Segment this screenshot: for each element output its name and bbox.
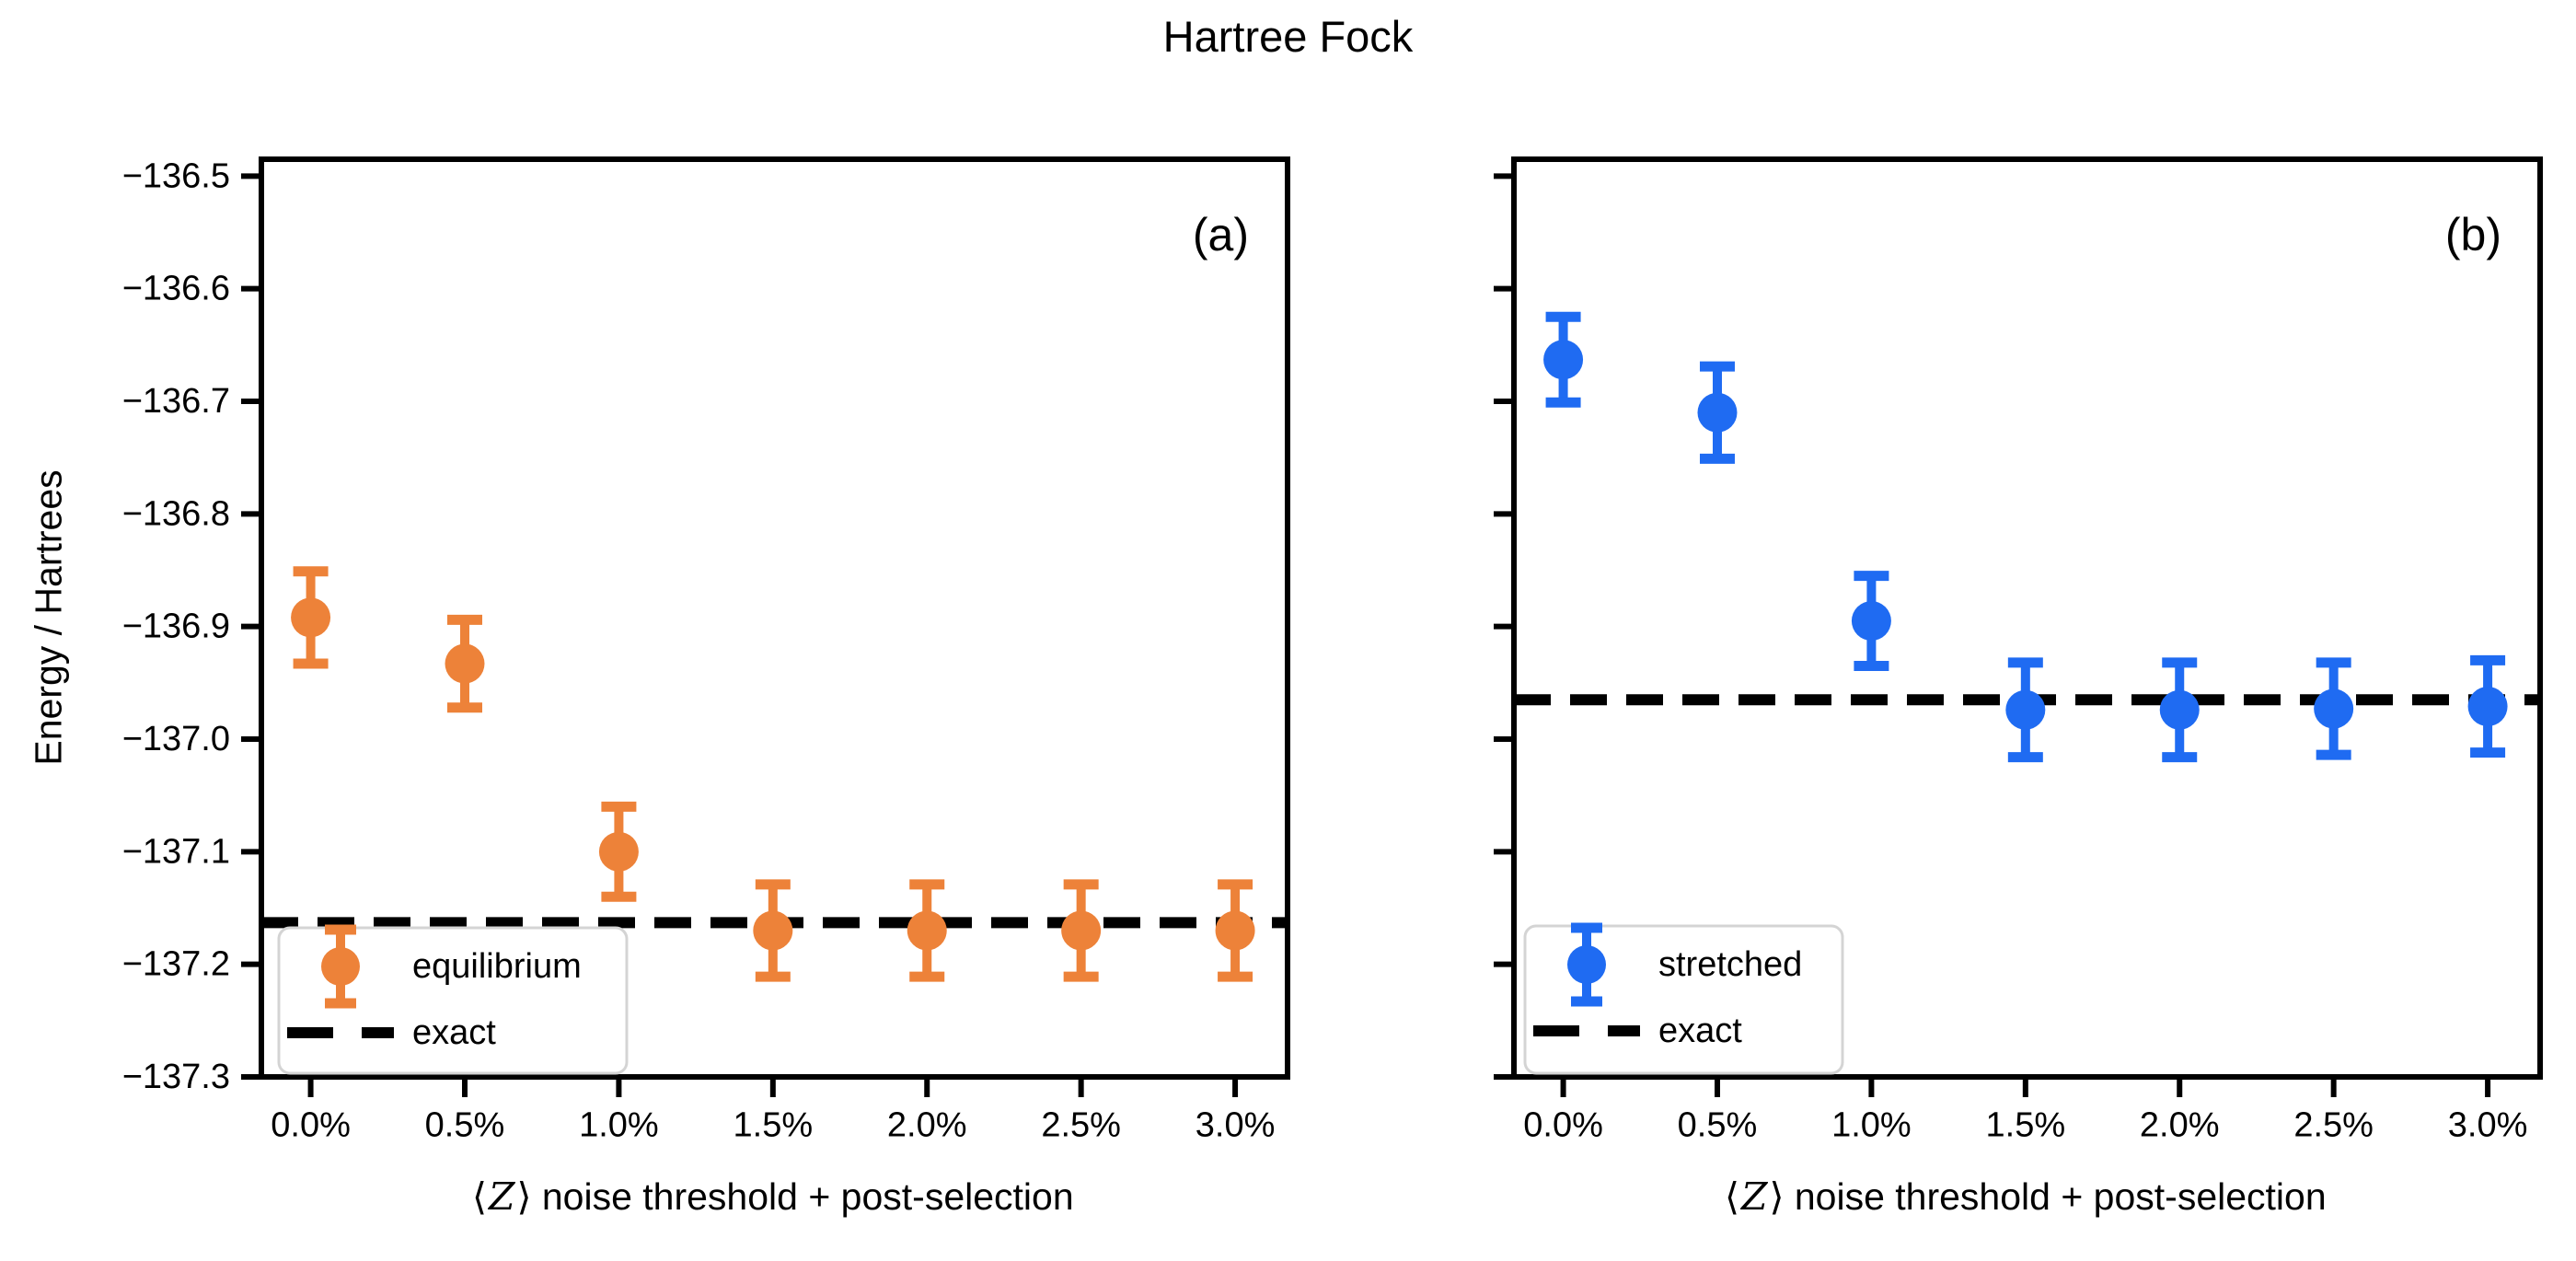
data-point bbox=[598, 831, 639, 872]
y-tick-label: −137.3 bbox=[122, 1058, 230, 1096]
error-bar bbox=[2467, 654, 2508, 758]
angle-bracket-left: ⟨ bbox=[1724, 1175, 1739, 1218]
data-point bbox=[2314, 688, 2354, 729]
legend-marker-icon bbox=[321, 947, 360, 986]
data-point bbox=[2005, 689, 2046, 730]
error-bar bbox=[1215, 879, 1255, 982]
data-point bbox=[1543, 340, 1584, 380]
x-tick-label: 0.5% bbox=[1678, 1105, 1758, 1144]
y-tick-label: −137.0 bbox=[122, 720, 230, 758]
x-tick-label: 2.5% bbox=[1041, 1105, 1121, 1144]
error-bar bbox=[598, 801, 639, 902]
error-bar bbox=[1697, 361, 1738, 464]
data-point bbox=[1215, 910, 1255, 951]
legend-item: exact bbox=[1533, 1012, 1742, 1050]
legend-item: stretched bbox=[1567, 922, 1802, 1007]
z-symbol: Z bbox=[488, 1174, 515, 1219]
panel-label: (b) bbox=[2445, 209, 2501, 260]
figure-title: Hartree Fock bbox=[1162, 12, 1414, 61]
angle-bracket-left: ⟨ bbox=[471, 1175, 487, 1218]
legend-item-label: exact bbox=[412, 1013, 496, 1052]
data-point bbox=[291, 597, 331, 638]
panel-label: (a) bbox=[1193, 209, 1249, 260]
data-point bbox=[2467, 687, 2508, 727]
x-tick-label: 2.0% bbox=[887, 1105, 967, 1144]
x-tick-label: 3.0% bbox=[1196, 1105, 1276, 1144]
x-tick-label: 0.0% bbox=[271, 1105, 351, 1144]
error-bar bbox=[291, 566, 331, 669]
data-point bbox=[1851, 601, 1891, 642]
x-tick-label: 1.5% bbox=[1986, 1105, 2066, 1144]
x-tick-label: 0.5% bbox=[425, 1105, 505, 1144]
legend-marker-icon bbox=[1567, 945, 1606, 984]
y-tick-label: −136.8 bbox=[122, 494, 230, 533]
legend-item-label: equilibrium bbox=[412, 947, 582, 986]
y-tick-label: −136.9 bbox=[122, 607, 230, 646]
z-symbol: Z bbox=[1740, 1174, 1768, 1219]
x-tick-label: 1.5% bbox=[734, 1105, 814, 1144]
x-tick-label: 0.0% bbox=[1523, 1105, 1603, 1144]
x-tick-label: 3.0% bbox=[2448, 1105, 2528, 1144]
error-bar bbox=[1061, 879, 1102, 982]
y-tick-label: −136.7 bbox=[122, 382, 230, 421]
error-bar bbox=[907, 879, 947, 982]
error-bar bbox=[1543, 311, 1584, 408]
x-axis-label-text: ⟩ noise threshold + post-selection bbox=[1769, 1175, 2327, 1218]
data-point bbox=[2159, 689, 2200, 730]
error-bar bbox=[1851, 571, 1891, 671]
panel-b: 0.0% 0.5% 1.0% 1.5% 2.0% 2.5% 3.0% (b) stretched… bbox=[1494, 156, 2543, 1144]
legend: stretched exact bbox=[1523, 922, 1844, 1075]
panel-a: −136.5 −136.6 −136.7 −136.8 −136.9 −137.0 −137… bbox=[122, 156, 1290, 1144]
error-bar bbox=[753, 879, 793, 982]
data-point bbox=[1697, 392, 1738, 433]
data-point bbox=[1061, 910, 1102, 951]
data-point bbox=[907, 910, 947, 951]
error-bar bbox=[2005, 657, 2046, 763]
data-point bbox=[445, 643, 485, 684]
data-point bbox=[753, 910, 793, 951]
x-axis-label-b: ⟨Z⟩ noise threshold + post-selection bbox=[1725, 1174, 2327, 1219]
error-bar bbox=[445, 614, 485, 713]
legend-item: equilibrium bbox=[321, 924, 582, 1009]
legend-item-label: stretched bbox=[1658, 945, 1802, 984]
x-axis-label-text: ⟩ noise threshold + post-selection bbox=[516, 1175, 1074, 1218]
x-tick-label: 2.5% bbox=[2293, 1105, 2374, 1144]
y-tick-label: −136.6 bbox=[122, 270, 230, 308]
error-bar bbox=[2159, 657, 2200, 763]
x-tick-label: 1.0% bbox=[579, 1105, 659, 1144]
legend-item: exact bbox=[287, 1013, 496, 1052]
legend: equilibrium exact bbox=[277, 924, 629, 1075]
y-tick-label: −136.5 bbox=[122, 156, 230, 195]
x-tick-label: 1.0% bbox=[1831, 1105, 1912, 1144]
y-tick-label: −137.1 bbox=[122, 832, 230, 871]
x-tick-label: 2.0% bbox=[2140, 1105, 2220, 1144]
y-tick-label: −137.2 bbox=[122, 945, 230, 984]
error-bar bbox=[2314, 657, 2354, 760]
x-axis-label-a: ⟨Z⟩ noise threshold + post-selection bbox=[472, 1174, 1074, 1219]
legend-item-label: exact bbox=[1658, 1012, 1742, 1050]
